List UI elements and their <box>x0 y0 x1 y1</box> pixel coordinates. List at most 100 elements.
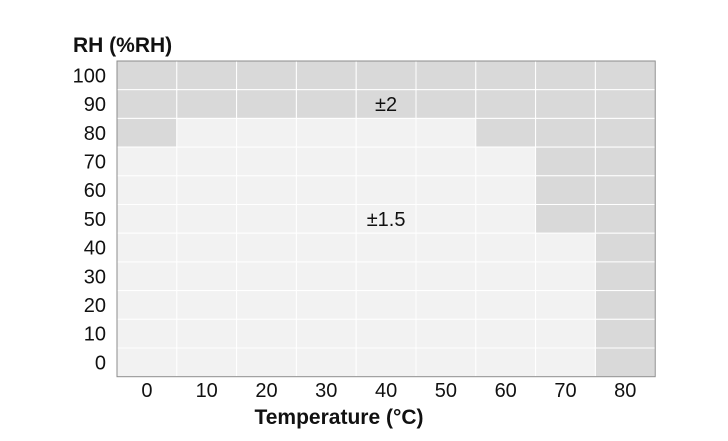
heatmap-cell <box>535 89 596 119</box>
heatmap-cell <box>236 347 297 378</box>
heatmap-cell <box>176 347 238 378</box>
heatmap-cell <box>594 146 656 177</box>
heatmap-cell <box>594 175 656 206</box>
x-tick-label: 60 <box>495 380 517 402</box>
heatmap-cell <box>176 175 238 206</box>
y-tick-label: 70 <box>84 151 106 173</box>
heatmap-cell <box>116 347 178 378</box>
x-tick-label: 30 <box>315 380 337 402</box>
heatmap-cell <box>415 204 477 234</box>
heatmap-cell <box>475 175 537 206</box>
heatmap-cell <box>535 232 596 263</box>
x-axis-ticks: 0 10 20 30 40 50 60 70 80 <box>141 380 636 402</box>
heatmap-cell <box>295 347 357 378</box>
heatmap-cell <box>415 117 477 148</box>
heatmap-cell <box>415 290 477 320</box>
heatmap-cell <box>535 117 596 148</box>
plot-border <box>116 60 656 378</box>
heatmap-cell <box>355 89 417 119</box>
heatmap-cell <box>355 117 417 148</box>
heatmap-cell <box>116 175 178 206</box>
heatmap-cell <box>535 290 596 320</box>
heatmap-cell <box>415 318 477 349</box>
heatmap-cell <box>116 60 178 91</box>
x-axis-title: Temperature (°C) <box>254 406 423 429</box>
heatmap-cell <box>355 318 417 349</box>
y-tick-label: 10 <box>84 324 106 346</box>
heatmap-cell <box>236 60 297 91</box>
heatmap-cell <box>236 117 297 148</box>
y-tick-label: 60 <box>84 180 106 202</box>
heatmap-cell <box>116 318 178 349</box>
heatmap-cell <box>236 175 297 206</box>
heatmap-cell <box>594 204 656 234</box>
heatmap-cell <box>176 89 238 119</box>
heatmap-cell <box>594 318 656 349</box>
heatmap-cell <box>535 204 596 234</box>
heatmap-cell <box>355 290 417 320</box>
heatmap-cell <box>355 204 417 234</box>
heatmap-cell <box>176 290 238 320</box>
heatmap-cell <box>594 60 656 91</box>
heatmap-cell <box>535 146 596 177</box>
heatmap-cell <box>176 261 238 292</box>
heatmap-cell <box>594 117 656 148</box>
heatmap-cell <box>116 290 178 320</box>
heatmap-cell <box>355 347 417 378</box>
heatmap-cell <box>295 60 357 91</box>
heatmap-cell <box>236 146 297 177</box>
x-tick-label: 0 <box>141 380 152 402</box>
heatmap-cell <box>415 89 477 119</box>
heatmap-cell <box>176 146 238 177</box>
heatmap-cell <box>116 204 178 234</box>
heatmap-cell <box>176 117 238 148</box>
x-tick-label: 70 <box>554 380 576 402</box>
heatmap-cell <box>415 60 477 91</box>
x-tick-label: 40 <box>375 380 397 402</box>
heatmap-cell <box>415 261 477 292</box>
y-tick-label: 40 <box>84 238 106 260</box>
heatmap-cell <box>594 89 656 119</box>
heatmap-cell <box>295 232 357 263</box>
heatmap-cell <box>176 318 238 349</box>
heatmap-cell <box>594 261 656 292</box>
heatmap-cell <box>295 318 357 349</box>
heatmap-cell <box>475 117 537 148</box>
x-tick-label: 50 <box>435 380 457 402</box>
heatmap-cell <box>236 204 297 234</box>
heatmap-cell <box>295 117 357 148</box>
heatmap-cell <box>415 146 477 177</box>
region-label: ±1.5 <box>367 209 406 231</box>
heatmap-cell <box>116 146 178 177</box>
x-tick-label: 10 <box>196 380 218 402</box>
region-labels: ±2 ±1.5 <box>367 94 406 231</box>
heatmap-cell <box>236 318 297 349</box>
heatmap-cell <box>295 89 357 119</box>
heatmap-cell <box>236 290 297 320</box>
heatmap-cell <box>116 89 178 119</box>
heatmap-cell <box>594 290 656 320</box>
heatmap-cell <box>535 175 596 206</box>
y-tick-label: 100 <box>73 65 106 87</box>
region-label: ±2 <box>375 94 397 116</box>
heatmap-cell <box>176 60 238 91</box>
heatmap-cell <box>355 175 417 206</box>
heatmap-cell <box>116 117 178 148</box>
y-tick-label: 30 <box>84 266 106 288</box>
heatmap-cell <box>295 290 357 320</box>
heatmap-cell <box>535 60 596 91</box>
heatmap-cell <box>535 261 596 292</box>
heatmap-cell <box>475 204 537 234</box>
heatmap-cell <box>415 175 477 206</box>
heatmap-cell <box>236 232 297 263</box>
heatmap-cell <box>355 60 417 91</box>
heatmap-cell <box>475 232 537 263</box>
y-tick-label: 20 <box>84 295 106 317</box>
heatmap-cell <box>594 347 656 378</box>
heatmap-cell <box>176 232 238 263</box>
y-tick-label: 80 <box>84 123 106 145</box>
heatmap-cell <box>295 175 357 206</box>
y-axis-title: RH (%RH) <box>73 34 172 57</box>
heatmap-cell <box>475 89 537 119</box>
